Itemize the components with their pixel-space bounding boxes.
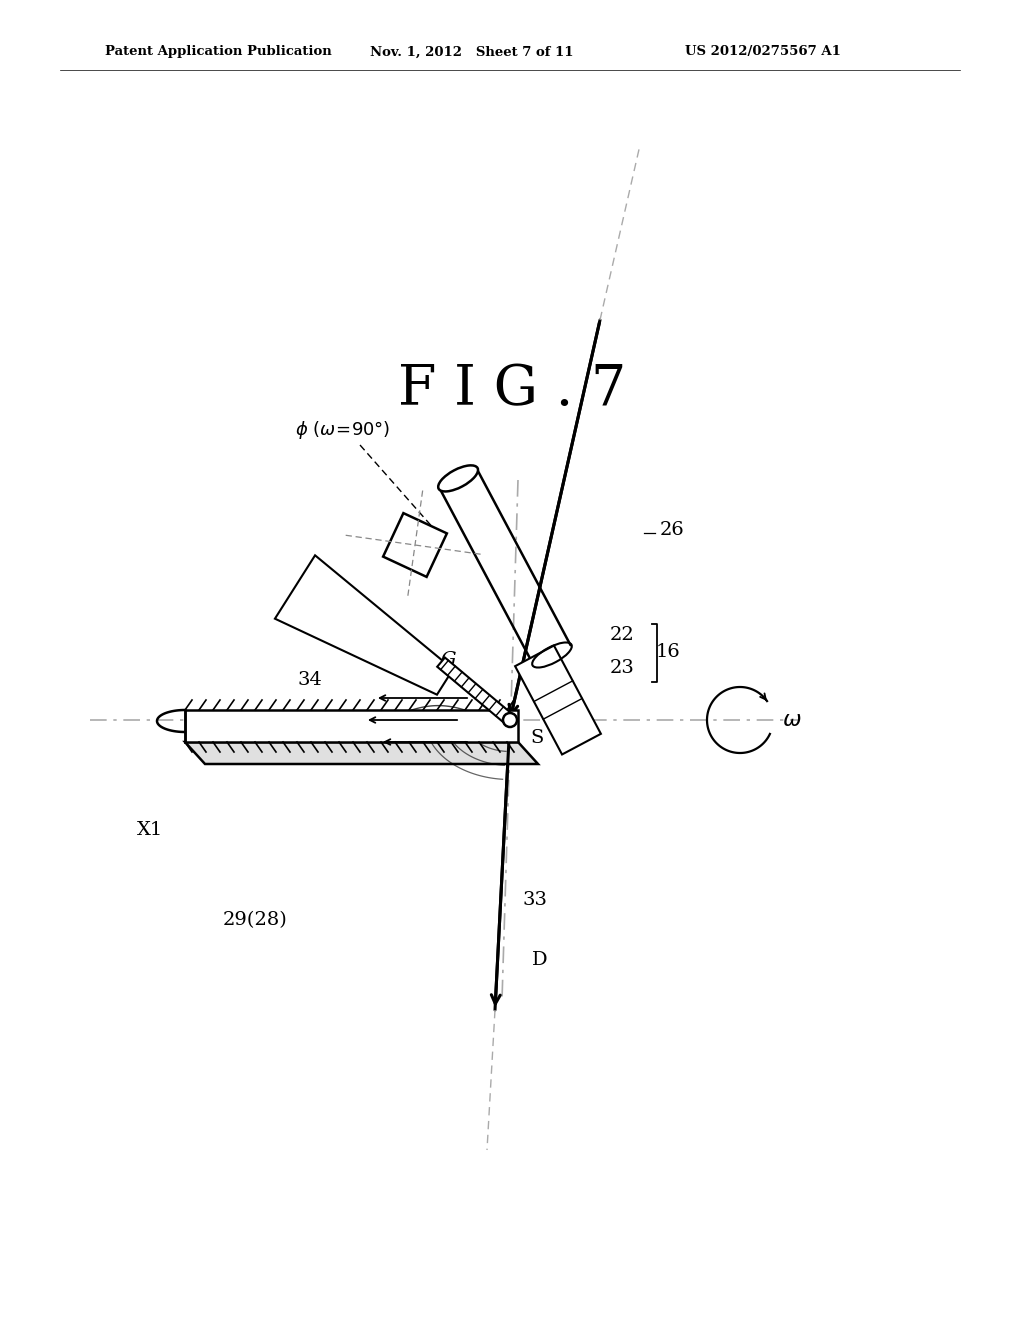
Text: 29(28): 29(28) (222, 911, 288, 929)
Text: X1: X1 (137, 821, 163, 840)
Circle shape (503, 713, 517, 727)
Polygon shape (515, 645, 601, 755)
Polygon shape (383, 513, 446, 577)
Text: S: S (530, 729, 544, 747)
Text: 16: 16 (656, 643, 681, 661)
Text: G: G (440, 651, 456, 669)
Text: 22: 22 (610, 626, 635, 644)
Polygon shape (185, 742, 538, 764)
Text: 23: 23 (610, 659, 635, 677)
Text: $\omega$: $\omega$ (782, 710, 802, 730)
Polygon shape (437, 657, 514, 725)
Polygon shape (185, 710, 518, 742)
Text: $\phi\ (\omega\!=\!90°)$: $\phi\ (\omega\!=\!90°)$ (295, 418, 390, 441)
Ellipse shape (438, 466, 478, 491)
Text: Nov. 1, 2012   Sheet 7 of 11: Nov. 1, 2012 Sheet 7 of 11 (370, 45, 573, 58)
Text: Patent Application Publication: Patent Application Publication (105, 45, 332, 58)
Text: US 2012/0275567 A1: US 2012/0275567 A1 (685, 45, 841, 58)
Text: 33: 33 (522, 891, 547, 909)
Polygon shape (274, 556, 453, 694)
Text: 34: 34 (298, 671, 323, 689)
Text: F I G . 7: F I G . 7 (398, 363, 626, 417)
Text: 26: 26 (660, 521, 685, 539)
Text: D: D (532, 950, 548, 969)
